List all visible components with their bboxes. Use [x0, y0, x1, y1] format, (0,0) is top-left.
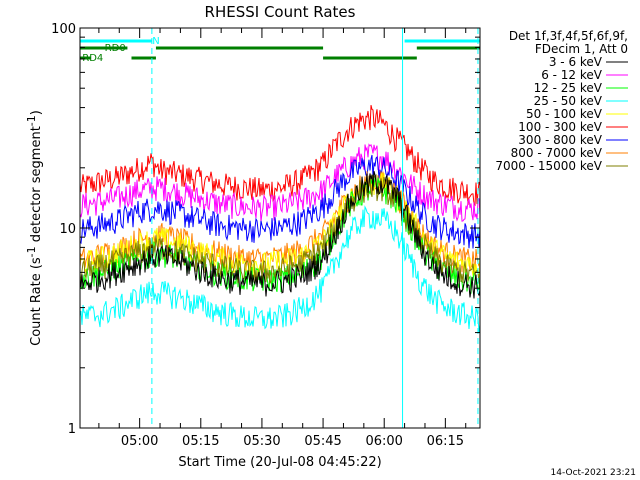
- legend-label-5: 100 - 300 keV: [518, 120, 602, 134]
- x-tick-label-0500: 05:00: [121, 434, 158, 449]
- y-tick-label-100: 100: [51, 22, 76, 37]
- x-tick-label-0600: 06:00: [365, 434, 402, 449]
- legend-label-6: 300 - 800 keV: [518, 133, 602, 147]
- series-line-25-50-kev: [79, 205, 481, 333]
- y-tick-label-1: 1: [68, 422, 76, 437]
- legend-label-8: 7000 - 15000 keV: [495, 159, 602, 173]
- bar-label-rd0: RD0: [105, 43, 126, 54]
- x-tick-label-0530: 05:30: [243, 434, 280, 449]
- y-axis-label: Count Rate (s-1 detector segment-1): [25, 110, 44, 346]
- series-layer: [79, 104, 481, 333]
- legend-label-2: 12 - 25 keV: [534, 81, 603, 95]
- x-tick-label-0545: 05:45: [304, 434, 341, 449]
- y-tick-label-10: 10: [59, 222, 76, 237]
- x-tick-label-0515: 05:15: [182, 434, 219, 449]
- footer-timestamp: 14-Oct-2021 23:21: [551, 468, 636, 478]
- series-line-300-800-kev: [79, 154, 481, 249]
- legend-label-0: 3 - 6 keV: [549, 55, 603, 69]
- series-line-7000-15000-kev: [79, 173, 481, 286]
- series-line-6-12-kev: [79, 143, 481, 222]
- legend: Det 1f,3f,4f,5f,6f,9f, FDecim 1, Att 0 3…: [495, 29, 628, 173]
- x-axis-label: Start Time (20-Jul-08 04:45:22): [178, 455, 381, 470]
- x-tick-label-0615: 06:15: [427, 434, 464, 449]
- legend-header-line-1: Det 1f,3f,4f,5f,6f,9f,: [509, 29, 628, 43]
- legend-label-4: 50 - 100 keV: [526, 107, 603, 121]
- chart-title: RHESSI Count Rates: [205, 3, 356, 21]
- legend-label-7: 800 - 7000 keV: [511, 146, 603, 160]
- bar-label-n: N: [152, 36, 159, 47]
- series-line-100-300-kev: [79, 104, 481, 207]
- legend-header-line-2: FDecim 1, Att 0: [535, 42, 628, 56]
- x-axis: 05:00 05:15 05:30 05:45 06:00 06:15: [98, 28, 467, 449]
- legend-label-3: 25 - 50 keV: [534, 94, 603, 108]
- legend-label-1: 6 - 12 keV: [541, 68, 603, 82]
- bar-label-rd4: RD4: [82, 53, 103, 64]
- series-line-3-6-kev: [79, 170, 481, 299]
- y-axis: 1 10 100: [51, 22, 480, 437]
